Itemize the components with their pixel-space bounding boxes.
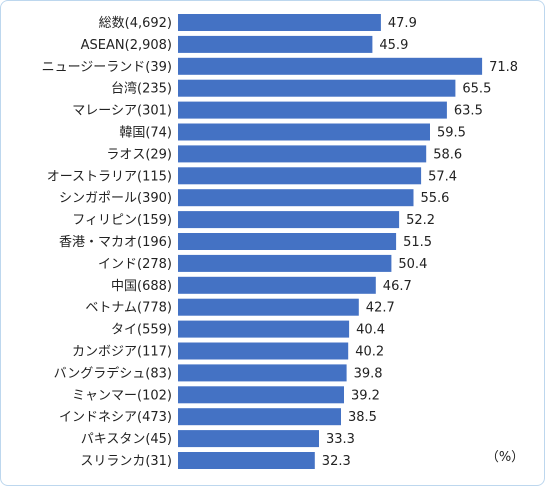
bar — [178, 57, 483, 75]
category-label: マレーシア(301) — [72, 104, 172, 119]
category-label: スリランカ(31) — [80, 454, 172, 469]
value-label: 40.4 — [356, 323, 385, 338]
value-label: 33.3 — [326, 432, 355, 447]
bar — [178, 276, 376, 294]
bar — [178, 430, 319, 448]
value-label: 65.5 — [462, 82, 491, 97]
value-label: 38.5 — [348, 410, 377, 425]
value-label: 51.5 — [403, 235, 432, 250]
value-label: 55.6 — [421, 191, 450, 206]
category-label: インド(278) — [98, 257, 172, 272]
bar — [178, 452, 315, 469]
value-label: 71.8 — [489, 60, 518, 75]
category-label: 韓国(74) — [119, 126, 172, 141]
bar — [178, 145, 427, 163]
value-label: 47.9 — [388, 16, 417, 31]
category-label: ラオス(29) — [106, 147, 172, 162]
category-label: フィリピン(159) — [72, 213, 172, 228]
category-label: ミャンマー(102) — [72, 388, 172, 403]
value-label: 63.5 — [454, 104, 483, 119]
category-label: 総数(4,692) — [99, 16, 172, 31]
value-label: 59.5 — [437, 126, 466, 141]
category-label: シンガポール(390) — [59, 191, 172, 206]
value-label: 46.7 — [383, 279, 412, 294]
bar — [178, 342, 349, 360]
bar — [178, 320, 350, 338]
value-label: 50.4 — [398, 257, 427, 272]
bar — [178, 298, 359, 316]
value-label: 40.2 — [355, 345, 384, 360]
bar — [178, 408, 341, 426]
category-label: ASEAN(2,908) — [81, 38, 172, 53]
bar — [178, 364, 347, 382]
bar — [178, 123, 430, 141]
category-label: インドネシア(473) — [59, 410, 172, 425]
bar — [178, 211, 400, 229]
value-labels: 47.9 45.9 71.8 65.5 63.5 59.5 58.6 57.4 55.6 52.2… — [322, 16, 518, 469]
bars-group — [178, 14, 483, 469]
category-label: タイ(559) — [111, 323, 172, 338]
value-label: 39.2 — [351, 388, 380, 403]
value-label: 57.4 — [428, 169, 457, 184]
value-label: 52.2 — [406, 213, 435, 228]
bar — [178, 14, 381, 31]
category-label: オーストラリア(115) — [47, 169, 172, 184]
category-label: 台湾(235) — [111, 81, 172, 97]
unit-label: （%） — [486, 450, 524, 465]
category-label: 中国(688) — [111, 279, 172, 294]
bar — [178, 233, 397, 250]
value-label: 32.3 — [322, 454, 351, 469]
category-labels: 総数(4,692) ASEAN(2,908) ニュージーランド(39) 台湾(235)… — [42, 16, 172, 469]
bar — [178, 101, 447, 119]
bar — [178, 254, 392, 272]
bar — [178, 386, 344, 404]
value-label: 42.7 — [366, 301, 395, 316]
category-label: ニュージーランド(39) — [42, 60, 172, 75]
bar — [178, 35, 373, 53]
bar — [178, 189, 414, 207]
category-label: バングラデシュ(83) — [54, 365, 172, 381]
bar — [178, 79, 456, 97]
value-label: 58.6 — [433, 147, 462, 162]
category-label: カンボジア(117) — [72, 345, 172, 360]
value-label: 39.8 — [354, 366, 383, 381]
category-label: パキスタン(45) — [81, 432, 172, 447]
value-label: 45.9 — [379, 38, 408, 53]
category-label: 香港・マカオ(196) — [59, 235, 172, 250]
bar — [178, 167, 422, 185]
category-label: ベトナム(778) — [85, 301, 172, 316]
